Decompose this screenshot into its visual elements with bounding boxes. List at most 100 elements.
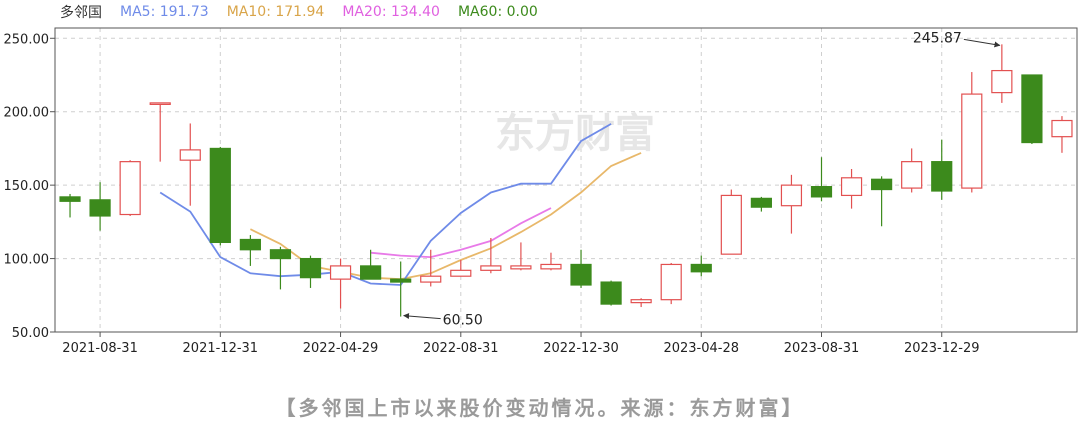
candle [510, 242, 532, 271]
candle [660, 262, 682, 305]
candle [450, 260, 472, 277]
candle-body [630, 299, 652, 304]
candle [931, 139, 953, 200]
x-tick-label: 2022-04-29 [303, 341, 379, 356]
candle [600, 280, 622, 306]
figure-caption: 【多邻国上市以来股价变动情况。来源：东方财富】 [275, 396, 805, 420]
candle [810, 157, 833, 202]
x-tick-label: 2023-12-29 [904, 341, 980, 356]
high-arrow [963, 38, 1001, 48]
candle-body [360, 265, 382, 280]
grid [55, 28, 1077, 333]
high-label: 245.87 [913, 30, 962, 46]
candle [871, 176, 893, 227]
candle [420, 249, 442, 287]
candle [1051, 116, 1073, 153]
candle-body [329, 265, 352, 280]
candle-body [540, 263, 562, 270]
y-tick-label: 100.00 [4, 253, 50, 268]
candle [1021, 74, 1043, 145]
candle-body [931, 161, 953, 192]
candle-body [149, 102, 171, 105]
low-arrow [403, 313, 441, 320]
candle-body [209, 147, 231, 244]
candle-body [1021, 74, 1043, 144]
candle [901, 148, 923, 193]
candles [59, 44, 1073, 317]
candle [720, 189, 742, 255]
ma5-line [159, 123, 612, 286]
ma10-legend: MA10: 171.94 [226, 4, 325, 20]
ma60-legend: MA60: 0.00 [457, 4, 538, 20]
candle-body [480, 265, 502, 271]
annotations: 245.87 60.50 [403, 30, 1001, 329]
y-tick-label: 250.00 [4, 32, 50, 47]
candle-body [961, 93, 983, 189]
ma20-legend: MA20: 134.40 [342, 4, 440, 20]
candle [299, 255, 322, 288]
candle-body [720, 194, 742, 255]
candle-body [660, 263, 682, 301]
candle-body [119, 161, 141, 216]
x-tick-label: 2022-08-31 [423, 341, 499, 356]
candle [269, 246, 292, 290]
y-tick-label: 200.00 [4, 106, 50, 121]
candle [209, 146, 231, 246]
candle [390, 261, 412, 317]
x-tick-label: 2021-12-31 [183, 341, 259, 356]
candle [239, 235, 261, 266]
x-tick-label: 2022-12-30 [543, 341, 619, 356]
candle [179, 123, 201, 206]
candle-body [510, 265, 532, 270]
plot-frame [54, 27, 1078, 333]
candle-body [420, 275, 442, 283]
chart-legend: 多邻国 MA5: 191.73 MA10: 171.94 MA20: 134.4… [60, 2, 538, 22]
axes: 250.00 200.00 150.00 100.00 50.00 2021-08-31 2… [4, 27, 1078, 356]
candle-body [570, 263, 592, 286]
candle [89, 182, 111, 231]
candle [570, 249, 592, 288]
candle [119, 160, 141, 216]
candle [780, 174, 803, 234]
candle-body [89, 199, 111, 217]
candle-body [59, 196, 81, 202]
candle [329, 258, 352, 309]
candle-body [871, 178, 893, 191]
x-tick-label: 2021-08-31 [62, 341, 138, 356]
candle [480, 238, 502, 274]
y-tick-label: 50.00 [12, 326, 49, 341]
candle [991, 44, 1013, 103]
y-tick-label: 150.00 [4, 179, 50, 194]
candle [149, 102, 171, 162]
candle-body [690, 263, 712, 273]
candle-body [780, 184, 803, 207]
candle [961, 72, 983, 193]
candle-body [239, 238, 261, 251]
candle-body [269, 249, 292, 260]
candle-body [901, 161, 923, 189]
candle-body [810, 186, 833, 198]
candle [360, 249, 382, 280]
candle-body [179, 149, 201, 161]
candle [750, 196, 772, 212]
candle-body [840, 177, 863, 197]
candle [840, 168, 863, 209]
candle [540, 252, 562, 271]
candle [630, 298, 652, 308]
candle-body [1051, 119, 1073, 138]
low-label: 60.50 [443, 313, 483, 329]
candle-body [390, 278, 412, 283]
stock-name: 多邻国 [60, 5, 102, 21]
ma5-legend: MA5: 191.73 [120, 4, 209, 20]
ma20-line [370, 207, 552, 259]
candle-body [299, 257, 322, 279]
candle-body [991, 69, 1013, 94]
candle-body [450, 269, 472, 277]
candle [59, 193, 81, 218]
candle-body [750, 197, 772, 208]
candle [690, 255, 712, 277]
x-tick-label: 2023-04-28 [663, 341, 739, 356]
x-tick-label: 2023-08-31 [784, 341, 860, 356]
candle-body [600, 281, 622, 305]
candlestick-chart: 东方财富 250.00200.00150.00100.0050.002021-0… [4, 27, 1078, 356]
